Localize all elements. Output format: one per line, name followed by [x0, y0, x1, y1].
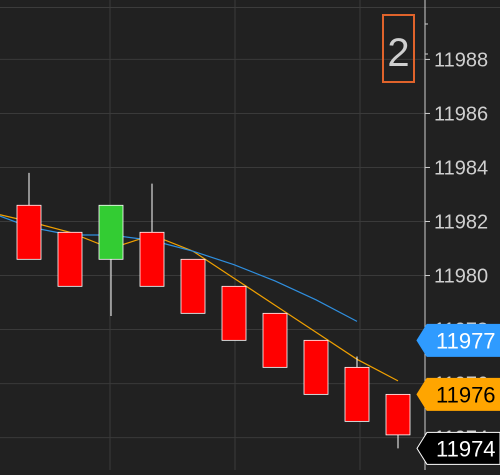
candle [385, 393, 411, 449]
price-tag: 11974 [416, 431, 500, 465]
candle-body [57, 231, 83, 287]
price-tag-background [416, 323, 500, 357]
panel-number-box [382, 14, 415, 83]
price-tag-background [416, 377, 500, 411]
candle-body [16, 204, 42, 260]
candle-body [221, 285, 247, 341]
candle [98, 204, 124, 317]
candle [16, 172, 42, 260]
candle-body [180, 258, 206, 314]
price-axis-tick-label: 11986 [434, 103, 488, 125]
panel-number-label: 2 [387, 31, 409, 75]
candles-layer [16, 172, 411, 449]
candle-body [385, 393, 411, 436]
candle-body [344, 366, 370, 422]
price-axis-tick-label: 11988 [434, 49, 488, 71]
price-tags-layer: 11977 11976 11974 [416, 323, 500, 465]
candle [262, 312, 288, 368]
price-tag-label: 11977 [436, 328, 496, 353]
moving-average-layer [0, 214, 399, 382]
candle-body [262, 312, 288, 368]
candle [303, 339, 329, 395]
candle [344, 356, 370, 422]
price-axis-tick-label: 11980 [434, 266, 488, 288]
panel-number-badge: 2 [382, 14, 415, 83]
price-tag-label: 11976 [436, 382, 496, 407]
candle [180, 258, 206, 314]
candle [57, 231, 83, 287]
candle-body [98, 204, 124, 260]
candle [139, 183, 165, 287]
candle [221, 285, 247, 341]
slow-moving-average-line [0, 215, 358, 322]
price-tag: 11976 [416, 377, 500, 411]
price-axis-tick-label: 11984 [434, 157, 488, 179]
candle-body [303, 339, 329, 395]
price-tag: 11977 [416, 323, 500, 357]
price-tag-label: 11974 [436, 436, 496, 461]
price-axis-tick-label: 11982 [434, 211, 488, 233]
price-tag-background [416, 431, 500, 465]
candle-body [139, 231, 165, 287]
